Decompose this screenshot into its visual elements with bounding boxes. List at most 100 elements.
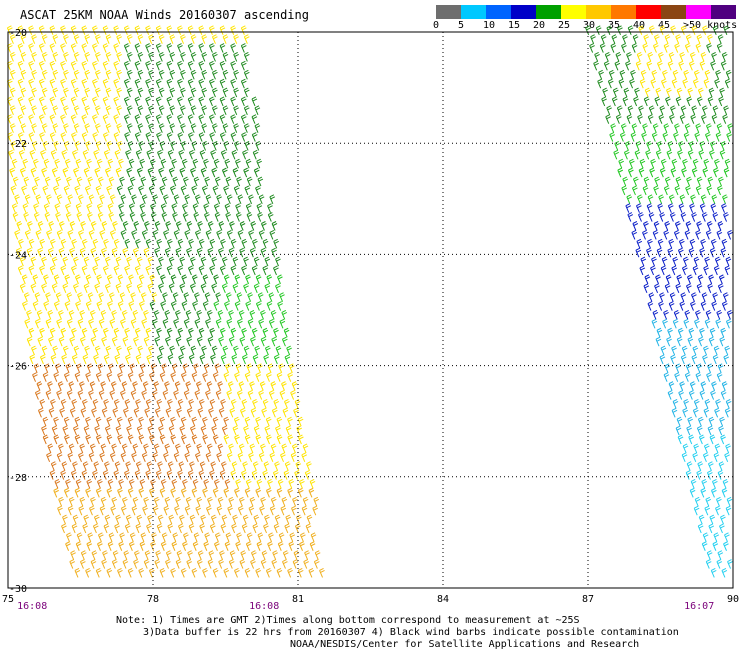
- wind-barb: [170, 487, 176, 498]
- wind-barb: [699, 247, 705, 258]
- wind-barb: [83, 425, 90, 436]
- wind-barb: [220, 238, 226, 249]
- wind-barb: [38, 114, 45, 124]
- wind-barb: [714, 158, 720, 169]
- wind-barb: [704, 132, 711, 142]
- wind-barb: [656, 140, 663, 151]
- wind-barb: [178, 523, 184, 534]
- wind-barb: [90, 336, 97, 347]
- wind-barb: [168, 425, 175, 436]
- wind-barb: [191, 416, 198, 427]
- wind-barb: [667, 327, 673, 338]
- wind-barb: [253, 167, 260, 178]
- wind-barb: [243, 283, 249, 293]
- wind-barb: [138, 274, 145, 285]
- wind-barb: [693, 505, 700, 516]
- wind-barb: [683, 132, 690, 142]
- wind-barb: [720, 434, 726, 445]
- wind-barb: [144, 550, 151, 560]
- wind-barb: [684, 310, 691, 320]
- wind-barb: [687, 416, 693, 427]
- wind-barb: [644, 87, 651, 98]
- wind-barb: [145, 398, 152, 409]
- wind-barb: [654, 283, 660, 293]
- wind-barb: [668, 52, 675, 62]
- wind-barb: [641, 132, 647, 142]
- wind-barb: [201, 123, 208, 133]
- wind-barb: [95, 416, 102, 427]
- wind-barb: [73, 34, 80, 44]
- wind-barb: [28, 265, 35, 276]
- wind-barb: [707, 96, 714, 107]
- wind-barb: [85, 140, 91, 151]
- wind-barb: [108, 292, 115, 302]
- wind-barb: [276, 567, 283, 578]
- wind-barb: [233, 87, 239, 98]
- wind-barb: [89, 310, 96, 320]
- wind-barb: [181, 274, 188, 285]
- wind-barb: [175, 221, 182, 231]
- wind-barb: [72, 461, 78, 471]
- wind-barb: [313, 559, 320, 569]
- wind-barb: [225, 212, 231, 222]
- wind-barb: [122, 247, 128, 258]
- wind-barb: [226, 318, 233, 329]
- wind-barb: [180, 123, 186, 133]
- wind-barb: [233, 345, 239, 356]
- wind-barb: [212, 185, 219, 196]
- legend-swatch: [636, 5, 661, 19]
- wind-barb: [177, 60, 183, 71]
- wind-barb: [712, 292, 718, 302]
- wind-barb: [682, 256, 689, 267]
- wind-barb: [194, 292, 200, 302]
- wind-barb: [9, 167, 15, 178]
- wind-barb: [709, 327, 716, 338]
- wind-barb: [249, 247, 256, 258]
- wind-barb: [212, 140, 219, 151]
- wind-barb: [177, 114, 183, 124]
- wind-barb: [240, 550, 247, 560]
- wind-barb: [28, 60, 34, 71]
- wind-barb: [132, 247, 139, 258]
- wind-barb: [308, 487, 315, 498]
- wind-barb: [675, 176, 682, 187]
- wind-barb: [202, 567, 208, 578]
- wind-barb: [11, 158, 18, 169]
- wind-barb: [33, 203, 39, 213]
- wind-barb: [691, 167, 698, 178]
- wind-barb: [191, 274, 198, 285]
- wind-barb: [238, 496, 245, 507]
- wind-barb: [700, 194, 707, 205]
- wind-barb: [71, 132, 77, 142]
- wind-barb: [721, 381, 728, 391]
- wind-barb: [283, 327, 290, 338]
- wind-barb: [669, 114, 675, 124]
- wind-barb: [309, 479, 316, 489]
- wind-barb: [109, 452, 116, 462]
- wind-barb: [172, 212, 178, 222]
- wind-barb: [260, 247, 267, 258]
- wind-barb: [221, 461, 227, 471]
- wind-barb: [710, 238, 717, 249]
- wind-barb: [198, 132, 205, 142]
- wind-barb: [198, 96, 205, 107]
- wind-barb: [135, 398, 141, 409]
- wind-barb: [92, 132, 98, 142]
- wind-barb: [208, 550, 215, 560]
- wind-barb: [263, 523, 269, 534]
- wind-barb: [189, 514, 196, 525]
- wind-barb: [105, 345, 112, 356]
- wind-barb: [81, 470, 88, 480]
- wind-barb: [179, 514, 185, 525]
- wind-barb: [235, 212, 242, 222]
- wind-barb: [712, 25, 719, 35]
- wind-barb: [62, 514, 68, 525]
- wind-barb: [653, 34, 660, 44]
- wind-barb: [50, 149, 57, 160]
- wind-barb: [303, 559, 309, 569]
- wind-barb: [230, 114, 236, 124]
- wind-barb: [721, 567, 728, 578]
- legend-label: >50 knots: [683, 20, 738, 31]
- wind-barb: [108, 176, 115, 187]
- wind-barb: [702, 452, 709, 462]
